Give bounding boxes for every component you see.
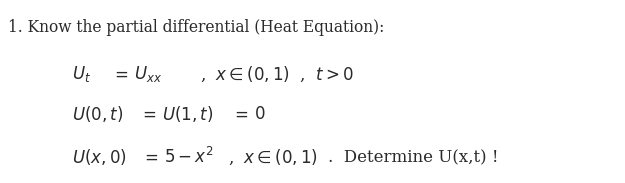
Text: $5 - x^2$: $5 - x^2$ xyxy=(164,147,214,167)
Text: $=$: $=$ xyxy=(111,66,129,83)
Text: $=$: $=$ xyxy=(139,106,157,123)
Text: $=$: $=$ xyxy=(141,149,158,166)
Text: $U_t$: $U_t$ xyxy=(72,64,91,84)
Text: $U(0,t)$: $U(0,t)$ xyxy=(72,104,123,124)
Text: ,  $x \in (0,1)$  ,  $t > 0$: , $x \in (0,1)$ , $t > 0$ xyxy=(200,64,354,84)
Text: .  Determine U(x,t) !: . Determine U(x,t) ! xyxy=(328,149,499,166)
Text: $U(1,t)$: $U(1,t)$ xyxy=(162,104,214,124)
Text: $U_{xx}$: $U_{xx}$ xyxy=(134,64,162,84)
Text: 1. Know the partial differential (Heat Equation):: 1. Know the partial differential (Heat E… xyxy=(8,19,384,36)
Text: $=$: $=$ xyxy=(231,106,249,123)
Text: $U(x,0)$: $U(x,0)$ xyxy=(72,147,126,167)
Text: $0$: $0$ xyxy=(254,106,266,123)
Text: ,  $x \in (0,1)$: , $x \in (0,1)$ xyxy=(228,148,318,167)
